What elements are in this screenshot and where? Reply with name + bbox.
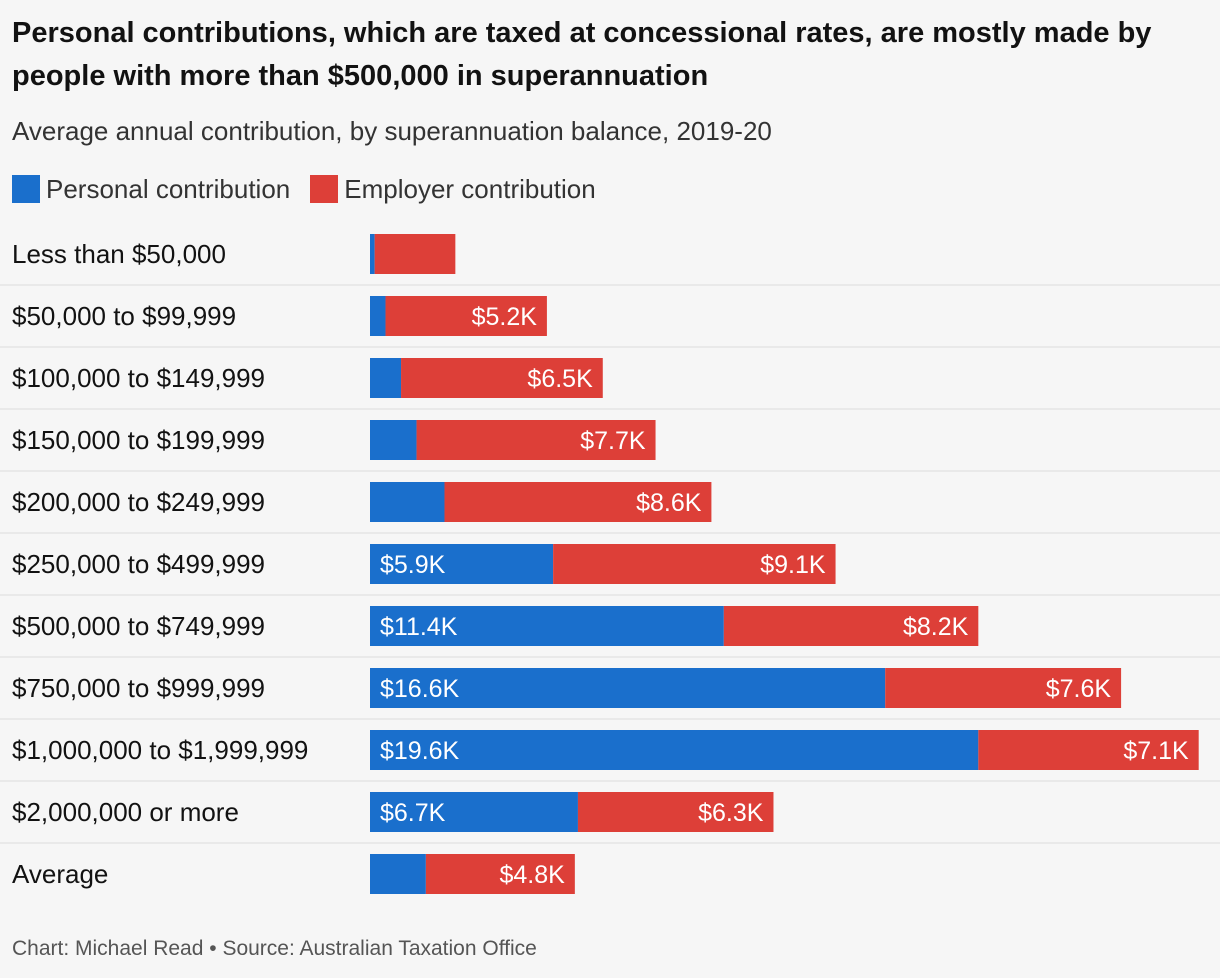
legend-label-employer: Employer contribution (344, 173, 596, 204)
bar-personal (370, 296, 386, 336)
bar-personal (370, 358, 402, 398)
bar-employer (978, 730, 1199, 770)
category-label: $150,000 to $199,999 (12, 425, 265, 455)
bar-employer (553, 544, 836, 584)
bar-personal (370, 668, 886, 708)
bar-employer (885, 668, 1122, 708)
bar-personal (370, 854, 426, 894)
stacked-bar-chart: Less than $50,000 $50,000 to $99,999 $5.2K… (0, 234, 1220, 894)
chart-subtitle: Average annual contribution, by superann… (12, 116, 772, 146)
legend-swatch-personal (12, 175, 40, 203)
category-label: $500,000 to $749,999 (12, 611, 265, 641)
data-label-employer: $8.2K (903, 613, 969, 641)
bar-personal (370, 544, 554, 584)
data-label-employer: $7.7K (580, 427, 646, 455)
bar-personal (370, 420, 417, 460)
data-label-employer: $5.2K (472, 303, 538, 331)
bar-employer (425, 854, 575, 894)
data-label-employer: $7.1K (1123, 737, 1189, 765)
data-label-personal: $16.6K (380, 675, 460, 703)
category-label: $250,000 to $499,999 (12, 549, 265, 579)
category-label: $100,000 to $149,999 (12, 363, 265, 393)
data-label-employer: $8.6K (636, 489, 702, 517)
category-label: $1,000,000 to $1,999,999 (12, 735, 308, 765)
data-label-personal: $6.7K (380, 799, 446, 827)
bar-employer (444, 482, 712, 522)
bar-personal (370, 606, 724, 646)
category-label: Less than $50,000 (12, 239, 226, 269)
bar-personal (370, 234, 375, 274)
legend-item-employer: Employer contribution (310, 173, 596, 205)
bar-personal (370, 730, 979, 770)
category-label: $750,000 to $999,999 (12, 673, 265, 703)
bar-personal (370, 792, 578, 832)
bar-employer (374, 234, 456, 274)
data-label-employer: $9.1K (760, 551, 826, 579)
data-label-employer: $4.8K (500, 861, 566, 889)
category-label: $2,000,000 or more (12, 797, 239, 827)
chart-title: Personal contributions, which are taxed … (12, 17, 1152, 92)
bar-employer (385, 296, 547, 336)
bar-employer (723, 606, 979, 646)
category-label: $200,000 to $249,999 (12, 487, 265, 517)
bar-employer (416, 420, 656, 460)
category-label: $50,000 to $99,999 (12, 301, 236, 331)
bar-personal (370, 482, 445, 522)
legend: Personal contribution Employer contribut… (12, 172, 616, 206)
chart-footer: Chart: Michael Read • Source: Australian… (12, 937, 537, 960)
data-label-personal: $19.6K (380, 737, 460, 765)
data-label-employer: $6.3K (698, 799, 764, 827)
data-label-employer: $7.6K (1046, 675, 1112, 703)
bar-employer (577, 792, 774, 832)
data-label-employer: $6.5K (527, 365, 593, 393)
legend-swatch-employer (310, 175, 339, 203)
legend-label-personal: Personal contribution (46, 173, 291, 204)
data-label-personal: $11.4K (380, 613, 458, 641)
data-label-personal: $5.9K (380, 551, 446, 579)
legend-item-personal: Personal contribution (12, 174, 290, 205)
bar-employer (401, 358, 603, 398)
category-label: Average (12, 859, 108, 889)
